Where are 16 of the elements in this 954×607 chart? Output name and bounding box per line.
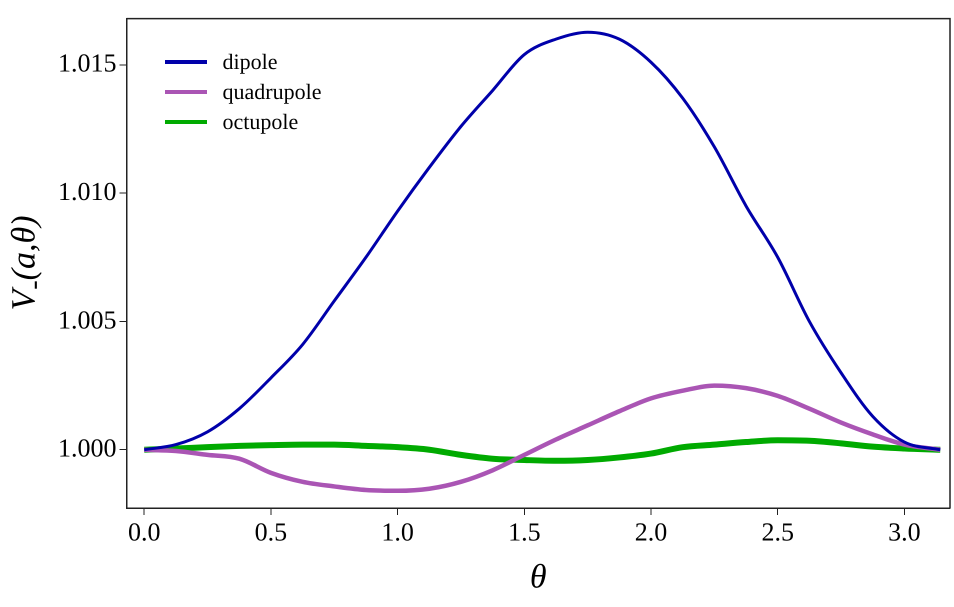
x-tick-label: 2.5 xyxy=(761,517,794,546)
y-tick-label: 1.015 xyxy=(58,48,116,78)
x-tick-label: 0.5 xyxy=(254,517,288,546)
x-tick-label: 0.0 xyxy=(128,517,160,546)
x-axis-title: θ xyxy=(530,558,547,596)
legend-label: dipole xyxy=(222,48,278,75)
x-tick-label: 3.0 xyxy=(888,517,921,546)
x-tick-label: 1.0 xyxy=(381,517,414,546)
y-tick-label: 1.010 xyxy=(58,176,116,206)
legend-label: octupole xyxy=(222,108,298,135)
legend-label: quadrupole xyxy=(222,78,322,105)
x-tick-label: 1.5 xyxy=(508,517,541,546)
y-tick-label: 1.000 xyxy=(58,434,116,463)
y-tick-label: 1.005 xyxy=(58,305,116,334)
line-series xyxy=(142,30,942,452)
x-tick-label: 2.0 xyxy=(634,517,668,546)
